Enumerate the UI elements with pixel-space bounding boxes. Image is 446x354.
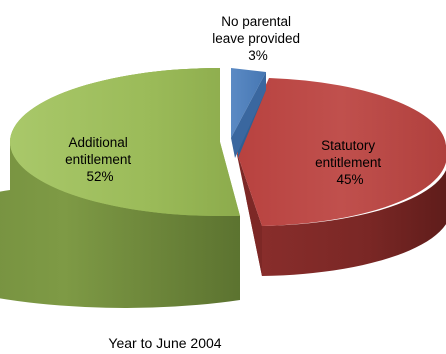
slice-statutory-entitlement (236, 78, 446, 276)
slice-statutory-side (246, 150, 446, 276)
label-no-leave: No parental leave provided 3% (212, 14, 304, 63)
slice-additional-body (0, 142, 240, 308)
slice-no-leave-edge (231, 72, 266, 158)
slice-no-leave-top (231, 68, 266, 138)
label-additional: Additional entitlement 52% (65, 135, 135, 184)
slice-no-parental-leave (231, 68, 266, 158)
slice-statutory-top (236, 78, 446, 226)
label-statutory: Statutory entitlement 45% (315, 138, 385, 187)
chart-caption: Year to June 2004 (108, 335, 222, 351)
slice-additional-top-face-2 (10, 68, 240, 216)
slice-statutory-cut-wall (236, 150, 262, 276)
